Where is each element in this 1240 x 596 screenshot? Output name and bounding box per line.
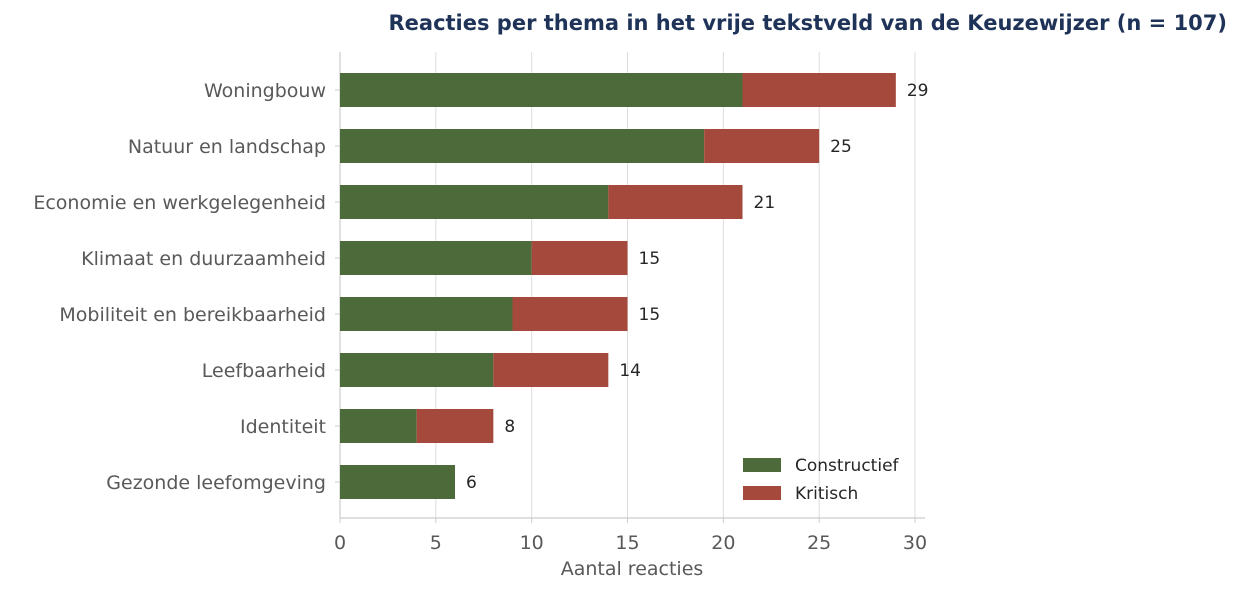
- bar-constructief-4: [340, 297, 513, 331]
- chart-title: Reacties per thema in het vrije tekstvel…: [388, 11, 1227, 35]
- axes: [339, 52, 925, 519]
- bar-kritisch-2: [608, 185, 743, 219]
- bar-constructief-6: [340, 409, 417, 443]
- category-label-7: Gezonde leefomgeving: [106, 472, 326, 494]
- bars: [340, 73, 896, 499]
- x-tick-label-25: 25: [807, 532, 831, 554]
- category-label-2: Economie en werkgelegenheid: [33, 192, 326, 214]
- legend-label-kritisch: Kritisch: [795, 484, 858, 504]
- total-label-4: 15: [639, 305, 661, 325]
- x-axis-title: Aantal reacties: [561, 558, 704, 580]
- category-label-0: Woningbouw: [204, 80, 326, 102]
- x-tick-label-20: 20: [711, 532, 735, 554]
- category-labels: Woningbouw Natuur en landschap Economie en…: [33, 80, 340, 494]
- bar-constructief-0: [340, 73, 743, 107]
- category-label-6: Identiteit: [240, 416, 326, 438]
- total-label-6: 8: [504, 417, 515, 437]
- bar-constructief-1: [340, 129, 705, 163]
- total-label-5: 14: [619, 361, 641, 381]
- bar-kritisch-3: [531, 241, 628, 275]
- category-label-3: Klimaat en duurzaamheid: [81, 248, 326, 270]
- total-label-1: 25: [830, 137, 852, 157]
- total-label-0: 29: [907, 81, 929, 101]
- grid-lines: [435, 52, 916, 518]
- x-tick-labels: 0 5 10 15 20 25 30: [334, 518, 927, 554]
- x-tick-label-0: 0: [334, 532, 346, 554]
- bar-kritisch-6: [416, 409, 494, 443]
- bar-kritisch-1: [704, 129, 820, 163]
- category-label-5: Leefbaarheid: [202, 360, 326, 382]
- category-label-4: Mobiliteit en bereikbaarheid: [59, 304, 326, 326]
- x-tick-label-5: 5: [430, 532, 442, 554]
- legend-swatch-kritisch: [743, 486, 781, 500]
- total-labels: 29 25 21 15 15 14 8 6: [466, 81, 928, 493]
- category-label-1: Natuur en landschap: [128, 136, 326, 158]
- legend-swatch-constructief: [743, 458, 781, 472]
- total-label-2: 21: [754, 193, 776, 213]
- bar-constructief-3: [340, 241, 532, 275]
- x-tick-label-30: 30: [903, 532, 927, 554]
- x-tick-label-10: 10: [520, 532, 544, 554]
- bar-constructief-5: [340, 353, 494, 387]
- x-tick-label-15: 15: [615, 532, 639, 554]
- legend: Constructief Kritisch: [743, 456, 900, 504]
- legend-label-constructief: Constructief: [795, 456, 900, 476]
- bar-kritisch-0: [742, 73, 896, 107]
- bar-constructief-7: [340, 465, 455, 499]
- bar-constructief-2: [340, 185, 609, 219]
- bar-kritisch-5: [493, 353, 609, 387]
- total-label-7: 6: [466, 473, 477, 493]
- bar-kritisch-4: [512, 297, 628, 331]
- total-label-3: 15: [639, 249, 661, 269]
